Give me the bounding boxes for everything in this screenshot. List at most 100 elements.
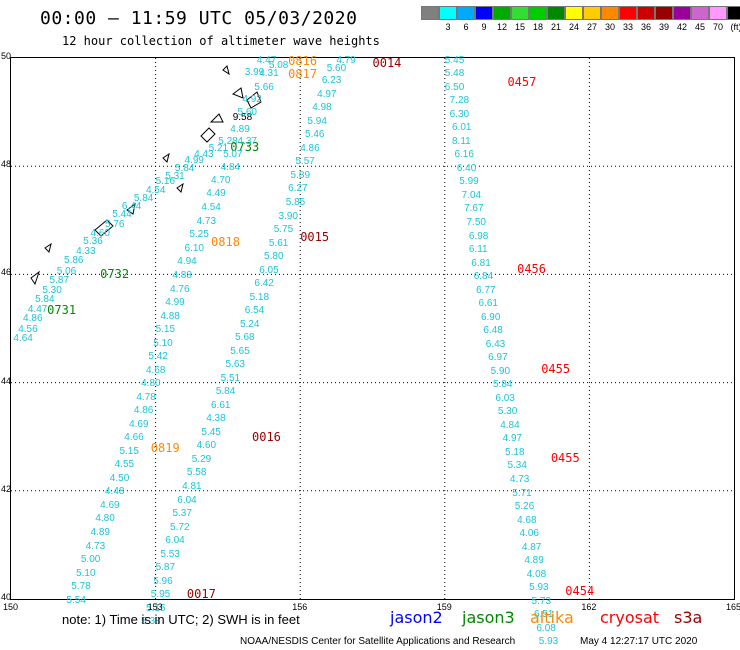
legend-swatch: [457, 6, 475, 20]
legend-label: 3: [445, 22, 451, 32]
swh-value: 4.80: [95, 513, 115, 525]
legend-swatch: [421, 6, 439, 20]
swh-value: 5.15: [145, 602, 166, 614]
color-legend: [421, 6, 740, 20]
swh-value: 6.23: [321, 75, 342, 87]
swh-value: 6.05: [259, 264, 279, 276]
map-subtitle: 12 hour collection of altimeter wave hei…: [62, 34, 380, 48]
swh-value: 4.87: [521, 541, 542, 553]
legend-label: 30: [604, 22, 615, 32]
swh-value: 4.50: [109, 472, 130, 484]
lon-tick-label: 165: [726, 602, 740, 612]
swh-value: 5.21: [208, 142, 229, 154]
swh-value: 6.04: [165, 535, 185, 547]
swh-value: 6.40: [456, 162, 477, 174]
swh-value: 5.93: [538, 636, 559, 648]
swh-value: 7.04: [461, 189, 482, 201]
swh-value: 5.89: [290, 169, 311, 181]
swh-value: 4.69: [100, 499, 120, 511]
swh-value: 5.48: [444, 68, 465, 80]
swh-value: 5.51: [220, 372, 241, 384]
swh-value: 4.86: [300, 142, 320, 154]
swh-value: 4.47: [27, 303, 48, 315]
satellite-legend-jason3: jason3: [462, 608, 515, 627]
swh-value: 5.10: [153, 337, 173, 349]
swh-value: 6.50: [444, 81, 465, 93]
swh-value: 5.60: [326, 62, 347, 74]
swh-value: 5.95: [150, 589, 171, 601]
swh-value: 5.66: [254, 81, 274, 93]
lat-tick-label: 40: [1, 592, 12, 602]
swh-value: 6.27: [288, 183, 308, 195]
swh-value: 5.18: [249, 291, 270, 303]
swh-value: 4.56: [18, 323, 38, 335]
swh-value: 4.69: [129, 418, 149, 430]
pass-time-label: 0456: [517, 261, 546, 276]
swh-value: 5.45: [201, 426, 221, 438]
legend-label: (ft): [730, 22, 740, 32]
swh-value: 4.78: [136, 391, 156, 403]
legend-label: 9: [481, 22, 487, 32]
swh-value: 5.71: [512, 487, 532, 499]
footer-timestamp: May 4 12:27:17 UTC 2020: [580, 636, 698, 647]
swh-value: 5.29: [191, 453, 212, 465]
swh-value: 5.34: [507, 460, 527, 472]
swh-value: 4.43: [194, 149, 214, 161]
pass-time-label: 0457: [507, 75, 537, 90]
legend-label: 33: [622, 22, 633, 32]
swh-value: 6.11: [468, 244, 488, 256]
swh-value: 5.85: [285, 196, 306, 208]
swh-value: 5.53: [160, 548, 180, 560]
swh-value: 4.81: [182, 481, 202, 492]
swh-value: 5.42: [148, 351, 168, 363]
legend-swatch: [565, 6, 583, 20]
swh-value: 6.03: [495, 392, 515, 404]
swh-value: 5.46: [305, 129, 325, 141]
swh-value: 4.88: [160, 310, 180, 322]
swh-value: 5.54: [66, 594, 86, 606]
swh-value: 5.90: [490, 365, 511, 377]
lon-tick-label: 162: [581, 602, 597, 612]
swh-value: 5.87: [155, 562, 176, 574]
legend-label: 18: [532, 22, 543, 32]
swh-value: 7.50: [466, 217, 486, 228]
swh-value: 6.51: [533, 609, 554, 621]
swh-value: 4.99: [184, 154, 204, 166]
swh-value: 6.84: [473, 271, 494, 283]
swh-value: 6.43: [485, 338, 506, 350]
island-outline: [94, 219, 114, 237]
swh-value: 5.08: [268, 60, 289, 72]
swh-value: 5.93: [529, 582, 549, 594]
swh-value: 4.84: [220, 161, 241, 173]
swh-value: 5.06: [56, 265, 77, 277]
legend-swatch: [583, 6, 601, 20]
legend-swatch: [619, 6, 637, 20]
lat-tick-label: 46: [1, 267, 12, 278]
swh-value: 4.70: [211, 175, 231, 187]
legend-label: 15: [514, 22, 525, 32]
swh-value: 4.86: [133, 405, 154, 417]
swh-value: 4.73: [509, 473, 530, 485]
swh-value: 4.73: [196, 215, 217, 227]
swh-value: 5.26: [514, 501, 535, 513]
footer-credit: NOAA/NESDIS Center for Satellite Applica…: [240, 636, 516, 647]
swh-value: 4.92: [242, 94, 262, 106]
swh-value: 4.89: [524, 555, 544, 567]
island-outline: [231, 87, 244, 99]
swh-value: 5.16: [155, 176, 176, 188]
swh-value: 5.94: [307, 115, 327, 127]
swh-value: 5.57: [295, 156, 315, 168]
swh-value: 4.64: [13, 333, 33, 345]
lon-tick-label: 159: [436, 602, 452, 612]
swh-value: 6.10: [184, 242, 204, 254]
satellite-legend-cryosat: cryosat: [600, 608, 660, 627]
swh-value: 5.38: [141, 616, 161, 628]
swh-value: 5.68: [235, 332, 255, 344]
swh-value: 6.44: [121, 200, 142, 212]
lat-tick-label: 50: [1, 51, 12, 61]
swh-value: 5.84: [35, 294, 55, 306]
map-title: 00:00 – 11:59 UTC 05/03/2020: [40, 8, 358, 29]
swh-value: 5.84: [133, 192, 154, 204]
swh-value: 5.65: [230, 345, 250, 357]
satellite-legend-jason2: jason2: [390, 608, 443, 627]
